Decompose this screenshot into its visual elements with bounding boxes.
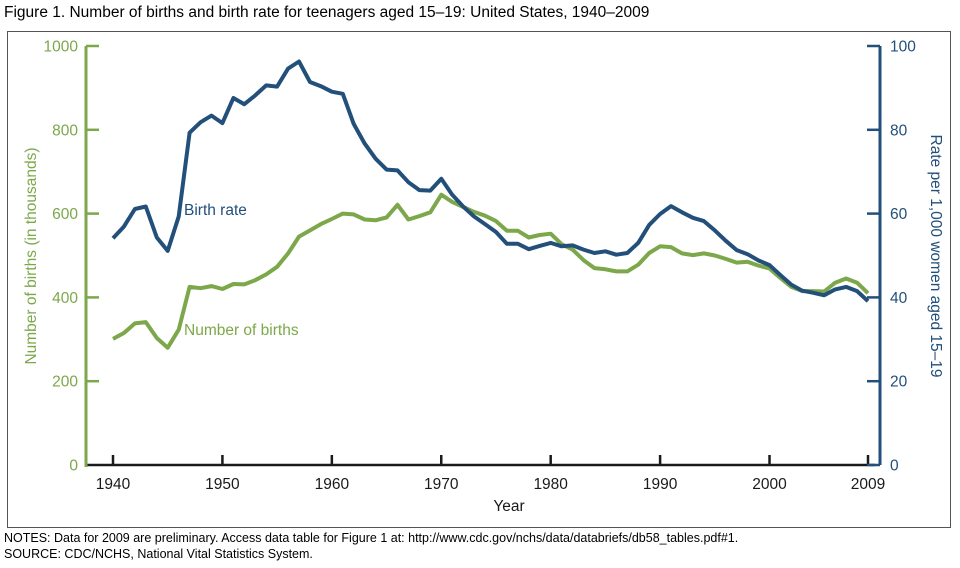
right-axis-tick-label: 60	[890, 206, 908, 223]
birth-rate-line	[111, 59, 870, 303]
left-axis-tick-label: 1000	[44, 39, 79, 56]
x-axis-tick-label: 1970	[424, 476, 459, 493]
left-axis-title: Number of births (in thousands)	[23, 147, 40, 364]
left-axis-tick-label: 200	[52, 374, 78, 391]
x-axis-tick-label: 1940	[96, 476, 131, 493]
x-axis-tick-label: 1950	[205, 476, 240, 493]
right-axis-title: Rate per 1,000 women aged 15–19	[927, 134, 944, 377]
x-axis-tick-label: 2000	[752, 476, 787, 493]
left-axis-tick-label: 400	[52, 290, 78, 307]
left-axis-tick-label: 0	[69, 458, 78, 475]
number-of-births-line	[112, 192, 870, 350]
left-axis-tick-label: 600	[52, 206, 78, 223]
source-text: SOURCE: CDC/NCHS, National Vital Statist…	[4, 546, 313, 561]
chart-notes: NOTES: Data for 2009 are preliminary. Ac…	[4, 531, 738, 562]
number-of-births-label: Number of births	[184, 322, 299, 339]
figure-title: Figure 1. Number of births and birth rat…	[4, 4, 650, 21]
x-axis-tick-label: 1980	[533, 476, 568, 493]
birth-rate-label: Birth rate	[184, 202, 247, 219]
birth-rate-chart: 1940 1950 1960 1970 1980 1990 2000 2009Year0200…	[23, 39, 944, 516]
notes-text: NOTES: Data for 2009 are preliminary. Ac…	[4, 531, 739, 545]
right-axis-tick-label: 0	[890, 458, 899, 475]
x-axis-title: Year	[493, 498, 524, 515]
right-axis-tick-label: 20	[890, 374, 908, 391]
right-axis-tick-label: 40	[890, 290, 908, 307]
x-axis-tick-label: 2009	[851, 476, 885, 493]
right-axis-tick-label: 80	[890, 122, 908, 139]
right-axis-tick-label: 100	[890, 39, 916, 56]
x-axis-tick-label: 1960	[315, 476, 350, 493]
chart-frame: 1940 1950 1960 1970 1980 1990 2000 2009 Year 0 200…	[7, 31, 951, 528]
left-axis-tick-label: 800	[52, 122, 78, 139]
x-axis-tick-label: 1990	[643, 476, 678, 493]
